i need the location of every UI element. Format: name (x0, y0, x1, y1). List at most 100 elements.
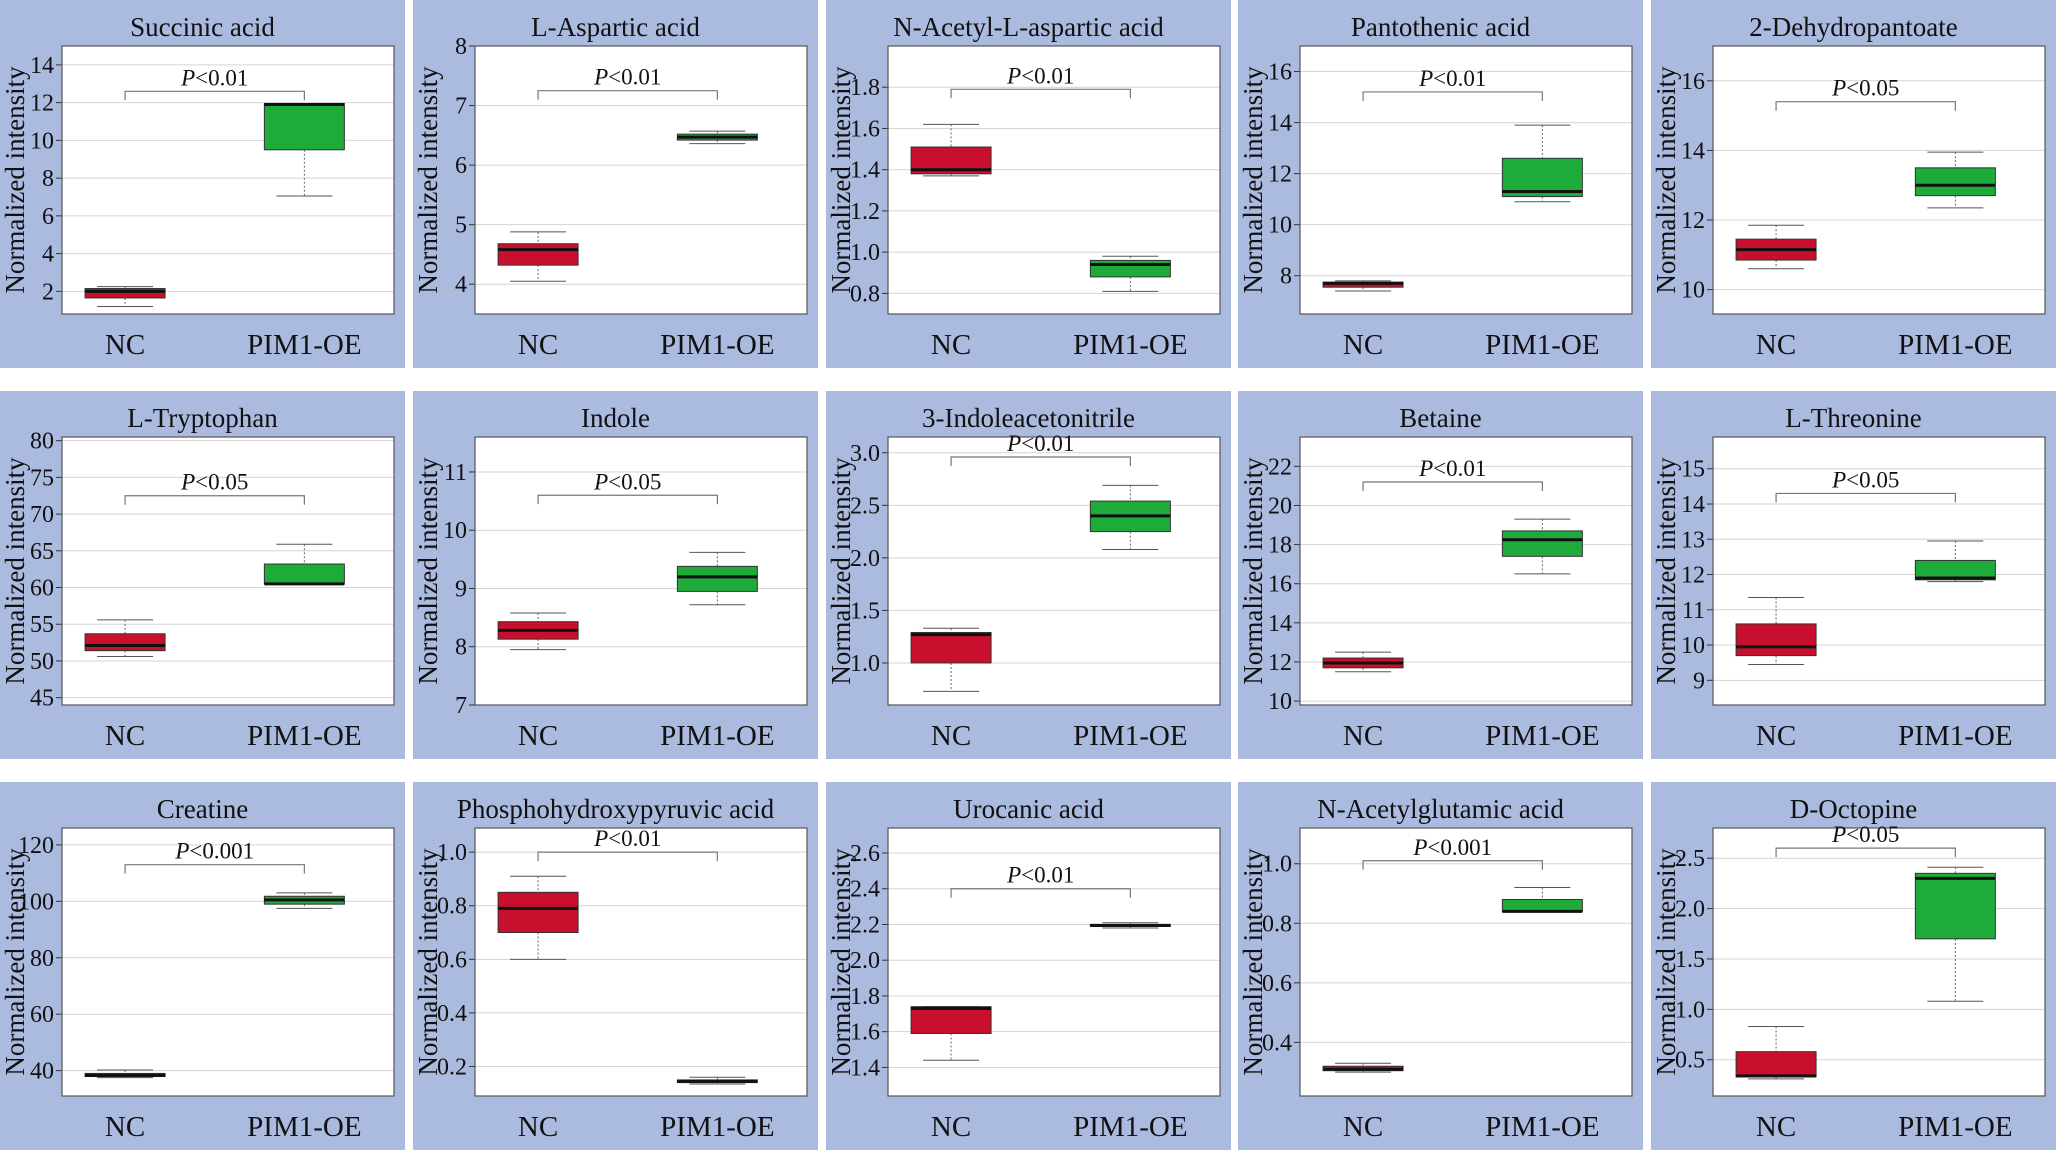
y-tick-label: 60 (30, 576, 54, 602)
box-nc (84, 1069, 166, 1079)
box-nc (910, 123, 992, 177)
y-tick-label: 10 (1268, 689, 1292, 715)
y-tick-label: 1.4 (850, 1055, 880, 1081)
y-tick-label: 0.8 (1262, 911, 1292, 937)
y-tick-label: 1.0 (437, 840, 467, 866)
y-tick-label: 12 (1681, 208, 1705, 234)
plot-area (62, 828, 394, 1096)
y-tick-label: 11 (1682, 598, 1705, 624)
x-tick-label: PIM1-OE (247, 1111, 361, 1143)
y-tick-label: 1.5 (1675, 947, 1705, 973)
x-tick-label: NC (1343, 329, 1383, 361)
p-value-label: P<0.01 (1418, 456, 1486, 481)
y-tick-label: 1.6 (850, 1020, 880, 1046)
y-tick-label: 75 (30, 465, 54, 491)
box-pim1-oe (263, 103, 345, 197)
chart-title: L-Tryptophan (127, 403, 278, 433)
chart-title: N-Acetylglutamic acid (1317, 794, 1564, 824)
y-tick-label: 1.8 (850, 984, 880, 1010)
chart-title: Betaine (1399, 403, 1481, 433)
y-tick-label: 80 (30, 946, 54, 972)
y-tick-label: 120 (18, 833, 54, 859)
plot-area (1300, 828, 1632, 1096)
significance-bracket (124, 495, 305, 505)
chart-panel: Indole 7 8 9 10 11 Normalized intensity NC PIM1-… (413, 391, 818, 759)
y-tick-label: 45 (30, 686, 54, 712)
significance-bracket (950, 88, 1131, 99)
x-tick-label: NC (1756, 720, 1796, 752)
plot-area (888, 828, 1220, 1096)
box-nc (1322, 280, 1404, 292)
p-value-label: P<0.01 (1006, 431, 1074, 456)
y-tick-label: 0.8 (850, 281, 880, 307)
y-axis-label: Normalized intensity (1238, 457, 1268, 685)
box-iqr (1735, 1051, 1817, 1078)
box-iqr (676, 565, 758, 592)
p-value-label: P<0.05 (1831, 467, 1899, 492)
chart-title: N-Acetyl-L-aspartic acid (893, 12, 1164, 42)
chart-panel: Pantothenic acid 8 10 12 14 16 Normalized inte… (1238, 0, 1643, 368)
y-tick-label: 1.0 (850, 651, 880, 677)
y-tick-label: 80 (30, 429, 54, 455)
box-nc (497, 612, 579, 651)
y-tick-label: 1.6 (850, 116, 880, 142)
box-pim1-oe (676, 551, 758, 606)
y-tick-label: 16 (1681, 69, 1705, 95)
p-value-label: P<0.01 (1006, 863, 1074, 888)
y-tick-label: 1.8 (850, 75, 880, 101)
x-tick-label: PIM1-OE (247, 329, 361, 361)
x-tick-label: PIM1-OE (1485, 1111, 1599, 1143)
chart-panel: L-Tryptophan 45 50 55 60 65 70 75 80 Normalized i… (0, 391, 405, 759)
chart-panel: Urocanic acid 1.4 1.6 1.8 2.0 2.2 2.4 2.6 Normal… (826, 782, 1231, 1150)
y-tick-label: 10 (1681, 633, 1705, 659)
y-tick-label: 60 (30, 1002, 54, 1028)
box-iqr (84, 633, 166, 652)
significance-bracket (950, 456, 1131, 466)
y-axis-label: Normalized intensity (0, 66, 30, 294)
y-axis-label: Normalized intensity (826, 66, 856, 294)
box-plot: Phosphohydroxypyruvic acid 0.2 0.4 0.6 0.8 1.… (413, 794, 808, 1143)
y-tick-label: 14 (1268, 611, 1292, 637)
y-tick-label: 14 (1681, 492, 1705, 518)
y-axis-label: Normalized intensity (826, 457, 856, 685)
box-iqr (910, 631, 992, 664)
y-tick-label: 6 (42, 204, 54, 230)
x-tick-label: NC (1756, 1111, 1796, 1143)
x-tick-label: NC (518, 720, 558, 752)
significance-bracket (1362, 481, 1543, 491)
box-plot: L-Aspartic acid 4 5 6 7 8 Normalized intensity… (413, 12, 808, 361)
y-tick-label: 8 (455, 635, 467, 661)
y-tick-label: 4 (455, 272, 467, 298)
x-tick-label: NC (1756, 329, 1796, 361)
y-tick-label: 1.0 (850, 240, 880, 266)
x-tick-label: PIM1-OE (1073, 720, 1187, 752)
y-axis-label: Normalized intensity (1651, 457, 1681, 685)
y-tick-label: 2.2 (850, 912, 880, 938)
y-tick-label: 0.6 (437, 947, 467, 973)
significance-bracket (124, 90, 305, 101)
x-tick-label: NC (931, 1111, 971, 1143)
y-tick-label: 13 (1681, 527, 1705, 553)
p-value-label: P<0.05 (1831, 76, 1899, 101)
chart-title: Indole (581, 403, 650, 433)
y-axis-label: Normalized intensity (0, 848, 30, 1076)
x-tick-label: PIM1-OE (247, 720, 361, 752)
plot-border (1299, 827, 1633, 1097)
y-tick-label: 12 (1681, 563, 1705, 589)
chart-panel: D-Octopine 0.5 1.0 1.5 2.0 2.5 Normalized inte… (1651, 782, 2056, 1150)
y-tick-label: 10 (443, 518, 467, 544)
box-pim1-oe (1501, 887, 1583, 913)
chart-title: Creatine (157, 794, 248, 824)
box-nc (1735, 1025, 1817, 1080)
y-tick-label: 9 (1693, 668, 1705, 694)
p-value-label: P<0.05 (593, 469, 661, 494)
plot-border (61, 827, 395, 1097)
chart-panel: 2-Dehydropantoate 10 12 14 16 Normalized inte… (1651, 0, 2056, 368)
y-tick-label: 2.5 (1675, 846, 1705, 872)
y-tick-label: 16 (1268, 572, 1292, 598)
box-iqr (1914, 167, 1996, 197)
